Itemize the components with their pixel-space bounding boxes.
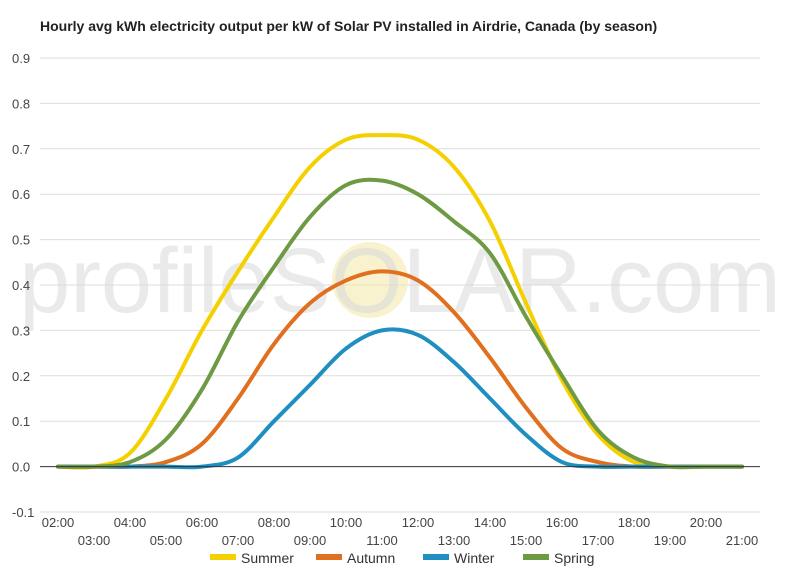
series-line-summer	[56, 133, 744, 470]
y-tick-label: 0.8	[12, 96, 30, 111]
x-tick-label: 14:00	[474, 515, 507, 530]
x-tick-label: 18:00	[618, 515, 651, 530]
legend-label-summer: Summer	[241, 550, 294, 566]
legend-swatch-summer	[210, 554, 236, 560]
x-tick-label: 08:00	[258, 515, 291, 530]
x-tick-label: 05:00	[150, 533, 183, 548]
legend-swatch-autumn	[316, 554, 342, 560]
chart-title: Hourly avg kWh electricity output per kW…	[40, 18, 658, 34]
legend-label-spring: Spring	[554, 550, 594, 566]
legend-swatch-winter	[423, 554, 449, 560]
x-tick-label: 20:00	[690, 515, 723, 530]
x-tick-label: 03:00	[78, 533, 111, 548]
watermark-sun-icon	[332, 242, 408, 318]
y-tick-label: 0.5	[12, 233, 30, 248]
x-tick-label: 11:00	[366, 533, 398, 548]
y-tick-label: 0.9	[12, 51, 30, 66]
x-tick-label: 02:00	[42, 515, 75, 530]
x-tick-label: 17:00	[582, 533, 615, 548]
x-tick-label: 15:00	[510, 533, 543, 548]
y-tick-label: 0.2	[12, 369, 30, 384]
y-tick-label: 0.1	[12, 414, 30, 429]
y-tick-label: 0.6	[12, 187, 30, 202]
y-tick-label: 0.3	[12, 323, 30, 338]
y-tick-label: -0.1	[12, 505, 34, 520]
legend-label-winter: Winter	[454, 550, 495, 566]
x-tick-label: 04:00	[114, 515, 147, 530]
x-tick-label: 10:00	[330, 515, 363, 530]
x-tick-label: 12:00	[402, 515, 435, 530]
x-tick-label: 16:00	[546, 515, 579, 530]
x-tick-label: 07:00	[222, 533, 255, 548]
x-tick-label: 06:00	[186, 515, 219, 530]
x-tick-label: 09:00	[294, 533, 327, 548]
x-tick-label: 19:00	[654, 533, 687, 548]
legend-swatch-spring	[523, 554, 549, 560]
y-tick-label: 0.4	[12, 278, 30, 293]
legend-label-autumn: Autumn	[347, 550, 395, 566]
watermark-text: profileSOLAR.com	[19, 230, 781, 332]
x-tick-label: 13:00	[438, 533, 471, 548]
series-line-spring	[56, 177, 744, 470]
x-tick-label: 21:00	[726, 533, 759, 548]
y-tick-label: 0.7	[12, 142, 30, 157]
y-tick-label: 0.0	[12, 460, 30, 475]
